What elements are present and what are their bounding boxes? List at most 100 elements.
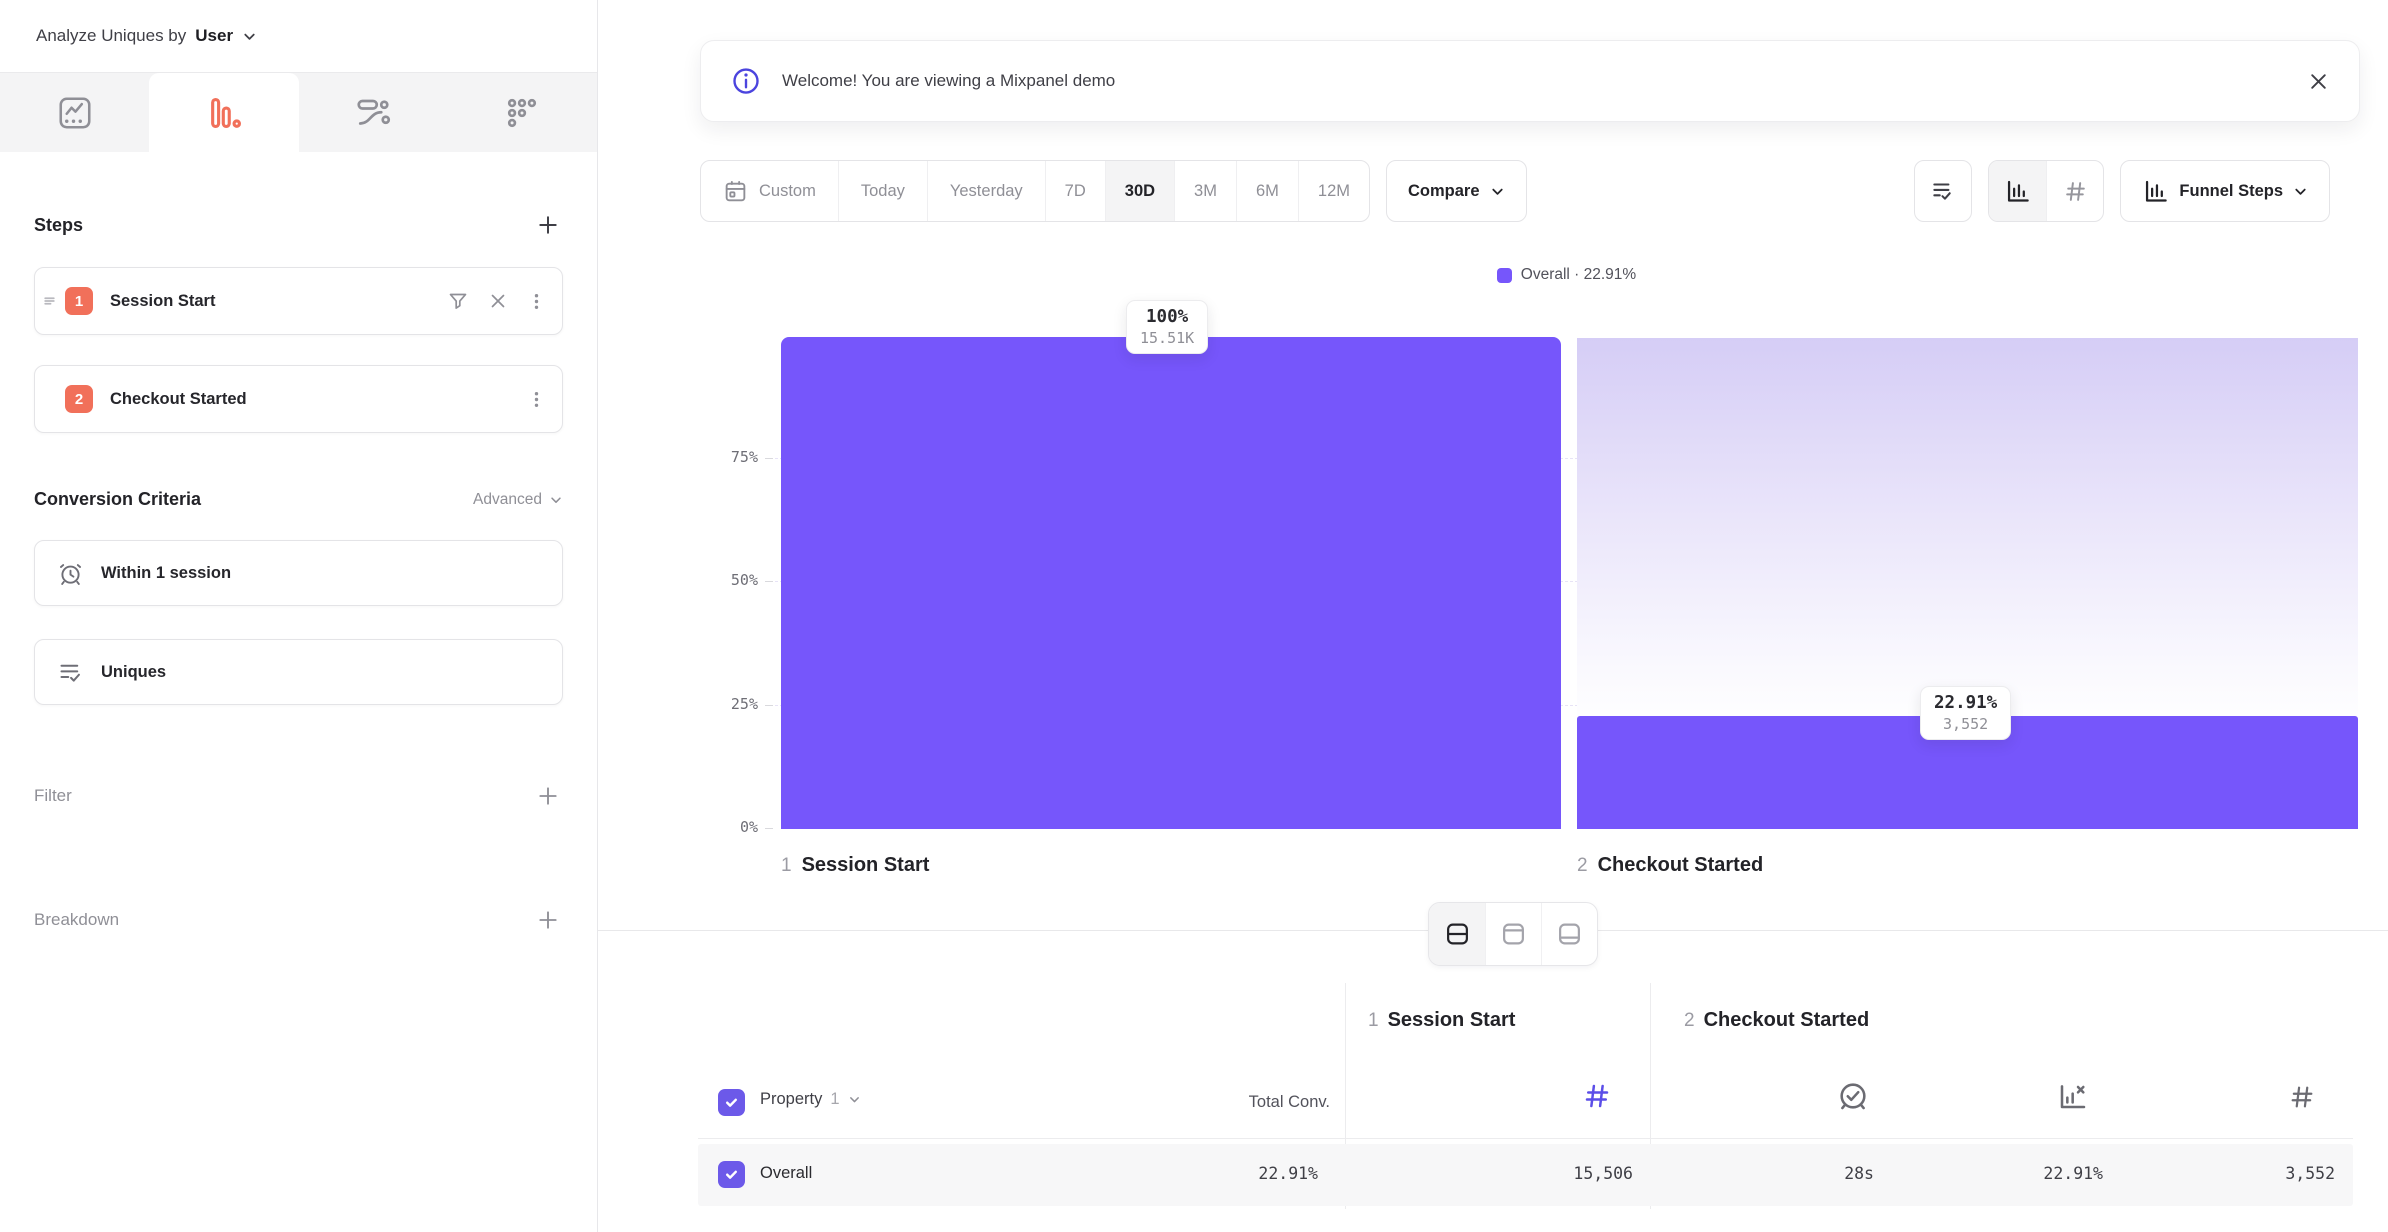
date-range-12m[interactable]: 12M <box>1297 161 1369 221</box>
hash-icon <box>2063 179 2088 204</box>
conv-rate-value: 22.91% <box>2043 1164 2103 1183</box>
analyze-label: Analyze Uniques by <box>36 26 187 45</box>
drag-handle-icon[interactable] <box>43 295 56 308</box>
flows-icon <box>355 95 391 131</box>
chevron-down-icon[interactable] <box>242 29 257 44</box>
pct-label: 100% <box>1146 307 1189 327</box>
analyze-by-value[interactable]: User <box>195 26 234 45</box>
column-divider <box>1345 983 1346 1209</box>
counting-method-card[interactable]: Uniques <box>34 639 563 705</box>
property-header-dropdown[interactable]: Property 1 <box>760 1090 861 1109</box>
y-axis-tick: 75% <box>730 448 758 466</box>
funnel-bar-step-1[interactable] <box>781 337 1561 829</box>
total-conv-header[interactable]: Total Conv. <box>1248 1093 1330 1111</box>
add-breakdown-button[interactable] <box>533 905 563 935</box>
steps-section-header: Steps <box>34 210 563 240</box>
filter-funnel-icon[interactable] <box>447 290 469 312</box>
select-all-checkbox[interactable] <box>718 1089 745 1116</box>
report-type-tabbar <box>0 72 597 152</box>
banner-message: Welcome! You are viewing a Mixpanel demo <box>782 71 1116 90</box>
bottom-panel-view-button[interactable] <box>1541 903 1597 965</box>
close-icon[interactable] <box>2308 71 2329 92</box>
axis-tick-mark <box>765 458 773 459</box>
column-divider <box>1650 983 1651 1209</box>
date-range-7d[interactable]: 7D <box>1044 161 1105 221</box>
date-range-custom[interactable]: Custom <box>701 161 838 221</box>
bars-view-button[interactable] <box>1989 161 2047 221</box>
sidebar-content: Steps 1 Session Start <box>0 210 597 935</box>
axis-tick-mark <box>765 828 773 829</box>
row-checkbox[interactable] <box>718 1161 745 1188</box>
y-axis-tick: 0% <box>739 818 758 836</box>
numbers-view-button[interactable] <box>2046 161 2103 221</box>
breakdown-section-header: Breakdown <box>34 905 563 935</box>
panel-layout-toggle <box>1428 902 1598 966</box>
step-event-name[interactable]: Checkout Started <box>110 389 247 408</box>
advanced-label: Advanced <box>473 490 542 508</box>
funnel-chart: 75% 50% 25% 0% 100% 15.51K 22.91% 3,552 <box>598 298 2388 966</box>
legend-swatch <box>1496 267 1512 283</box>
count-metric-icon[interactable] <box>1582 1081 1612 1111</box>
kebab-menu-icon[interactable] <box>527 292 546 311</box>
date-range-30d[interactable]: 30D <box>1104 161 1175 221</box>
counting-method-value: Uniques <box>101 662 167 681</box>
bar-chart-axis-icon <box>2004 178 2031 205</box>
date-range-yesterday[interactable]: Yesterday <box>926 161 1045 221</box>
count-metric-icon[interactable] <box>2288 1083 2316 1111</box>
x-axis-step-label-2: 2 Checkout Started <box>1577 854 1764 876</box>
table-row-overall[interactable]: Overall 22.91% 15,506 28s 22.91% 3,552 <box>698 1144 2353 1206</box>
results-table: 1 Session Start 2 Checkout Started Prope… <box>598 931 2388 1229</box>
list-check-icon <box>57 659 84 686</box>
row-name: Overall <box>760 1164 813 1182</box>
step-event-name[interactable]: Session Start <box>110 291 216 310</box>
filter-section-header: Filter <box>34 781 563 811</box>
value-label-step-2: 22.91% 3,552 <box>1920 686 2012 740</box>
date-range-6m[interactable]: 6M <box>1235 161 1298 221</box>
add-filter-button[interactable] <box>533 781 563 811</box>
gridline-50 <box>775 581 2358 582</box>
conversion-window-value: Within 1 session <box>101 563 232 582</box>
axis-tick-mark <box>765 705 773 706</box>
step-actions <box>527 390 546 409</box>
conversion-criteria-title: Conversion Criteria <box>34 489 202 509</box>
step-card-1[interactable]: 1 Session Start <box>34 267 563 335</box>
top-panel-view-button[interactable] <box>1485 903 1541 965</box>
compare-label: Compare <box>1408 181 1480 200</box>
tab-insights[interactable] <box>0 73 149 152</box>
funnel-dropoff-area <box>1577 338 2358 718</box>
avg-time-value: 28s <box>1844 1164 1874 1183</box>
conversion-window-card[interactable]: Within 1 session <box>34 540 563 606</box>
split-view-button[interactable] <box>1429 903 1485 965</box>
analyze-header: Analyze Uniques by User <box>0 0 597 72</box>
breakdown-title: Breakdown <box>34 910 120 929</box>
date-range-3m[interactable]: 3M <box>1174 161 1236 221</box>
measured-as-select[interactable]: Funnel Steps <box>2120 160 2330 222</box>
gridline-75 <box>775 458 2358 459</box>
step-card-2[interactable]: 2 Checkout Started <box>34 365 563 433</box>
step-number-badge: 1 <box>65 287 93 315</box>
remove-step-icon[interactable] <box>488 291 508 311</box>
avg-time-icon[interactable] <box>1836 1079 1870 1113</box>
x-axis-step-label-1: 1 Session Start <box>781 854 930 876</box>
table-group-header-2: 2 Checkout Started <box>1684 1009 1870 1031</box>
tab-retention[interactable] <box>448 73 597 152</box>
advanced-dropdown[interactable]: Advanced <box>473 491 563 509</box>
date-range-control: Custom Today Yesterday 7D 30D 3M 6M 12M <box>700 160 1370 222</box>
query-sidebar: Analyze Uniques by User <box>0 0 598 1232</box>
count-label: 15.51K <box>1140 329 1195 347</box>
bar-chart-axis-icon <box>2142 178 2169 205</box>
chart-legend[interactable]: Overall · 22.91% <box>775 266 2358 284</box>
add-step-button[interactable] <box>533 210 563 240</box>
steps-title: Steps <box>34 214 84 235</box>
table-header-divider <box>698 1138 2353 1139</box>
count-label: 3,552 <box>1943 715 1989 733</box>
compare-button[interactable]: Compare <box>1386 160 1527 222</box>
tab-flows[interactable] <box>299 73 448 152</box>
tab-funnels[interactable] <box>149 73 299 152</box>
conversion-rate-icon[interactable] <box>2056 1081 2088 1113</box>
metric-uniques-button[interactable] <box>1914 160 1973 222</box>
funnel-bars-icon <box>207 96 241 130</box>
date-range-today[interactable]: Today <box>837 161 927 221</box>
kebab-menu-icon[interactable] <box>527 390 546 409</box>
